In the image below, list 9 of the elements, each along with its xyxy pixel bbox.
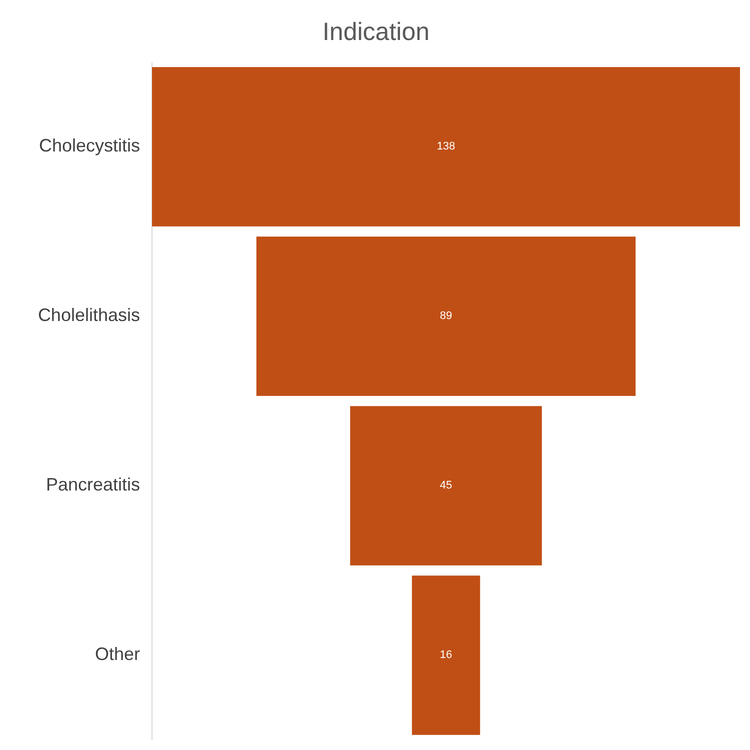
category-label: Cholecystitis xyxy=(38,136,140,156)
category-label: Cholelithasis xyxy=(38,305,140,325)
data-label: 45 xyxy=(440,480,452,492)
data-label: 138 xyxy=(436,140,456,153)
category-label: Pancreatitis xyxy=(46,474,140,494)
text: Indication xyxy=(322,18,430,46)
data-label: 89 xyxy=(440,310,452,322)
data-label: 16 xyxy=(440,649,452,662)
category-label: Other xyxy=(94,644,140,664)
